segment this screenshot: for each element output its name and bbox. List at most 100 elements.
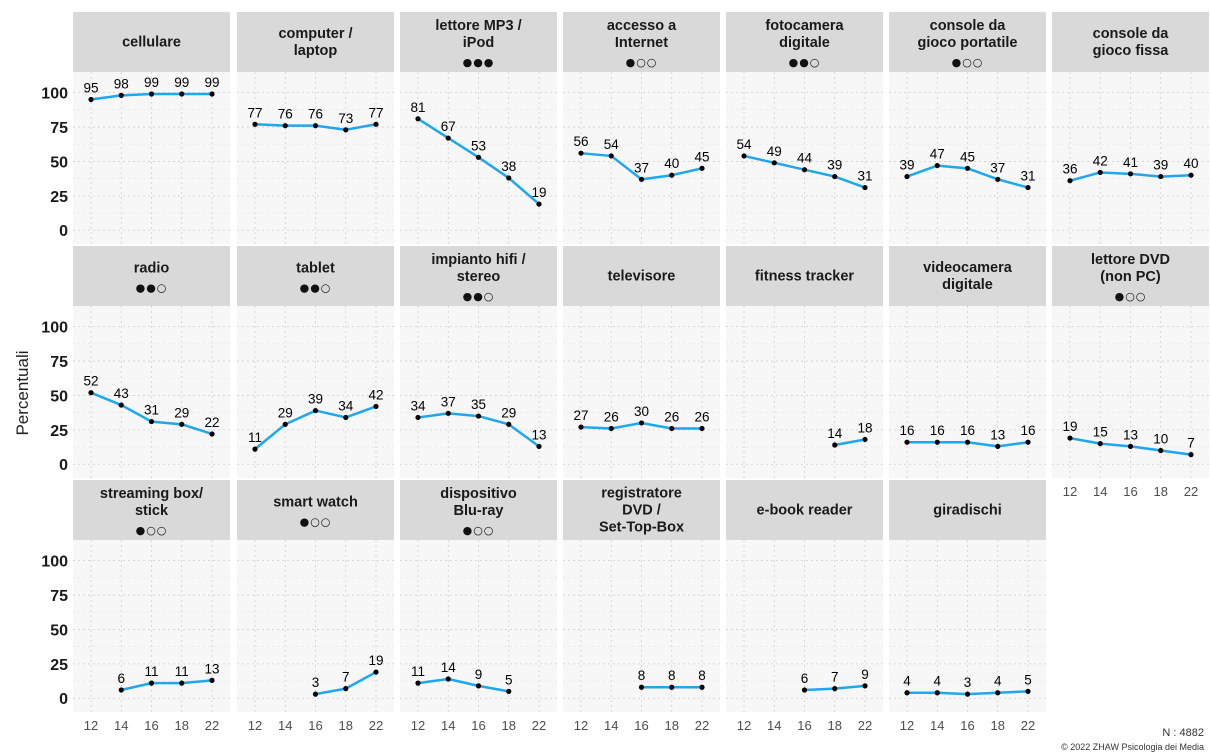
data-point <box>771 160 777 166</box>
y-axis-title: Percentuali <box>13 350 32 435</box>
data-point <box>995 690 1001 696</box>
x-tick-label: 14 <box>1093 484 1107 499</box>
data-label: 7 <box>1187 436 1195 451</box>
data-point <box>118 402 124 408</box>
data-label: 29 <box>278 405 293 420</box>
data-point <box>179 91 185 97</box>
x-tick-label: 22 <box>369 718 383 733</box>
data-label: 22 <box>204 415 219 430</box>
data-label: 54 <box>736 137 752 152</box>
data-label: 40 <box>1183 156 1198 171</box>
facet-title: streaming box/ <box>100 486 203 502</box>
data-point <box>148 418 155 425</box>
data-point <box>252 446 258 452</box>
data-point <box>1097 169 1103 176</box>
data-point <box>832 686 838 692</box>
data-label: 13 <box>990 427 1005 442</box>
y-tick-label: 50 <box>50 622 68 639</box>
facet-strip <box>726 12 883 72</box>
data-label: 30 <box>634 404 649 419</box>
x-tick-label: 16 <box>1123 484 1137 499</box>
data-point <box>904 690 910 696</box>
data-label: 9 <box>475 667 483 682</box>
data-label: 37 <box>634 160 649 175</box>
data-label: 7 <box>831 670 839 685</box>
data-point <box>608 153 614 159</box>
data-point <box>506 688 512 694</box>
x-tick-label: 22 <box>1184 484 1198 499</box>
data-point <box>995 443 1001 449</box>
data-label: 31 <box>1020 169 1035 184</box>
data-label: 38 <box>501 159 516 174</box>
data-label: 14 <box>827 426 843 441</box>
facet-strip <box>400 12 557 72</box>
data-label: 76 <box>308 107 323 122</box>
x-tick-label: 12 <box>900 718 914 733</box>
data-point <box>1127 443 1134 449</box>
data-label: 16 <box>930 423 945 438</box>
rating-dots: ●○○ <box>136 524 168 537</box>
facet-strip <box>889 246 1046 306</box>
data-point <box>118 687 124 693</box>
facet-title: giradischi <box>933 503 1002 519</box>
x-tick-label: 12 <box>574 718 588 733</box>
data-point <box>638 420 645 426</box>
data-label: 7 <box>342 670 350 685</box>
x-tick-label: 14 <box>930 718 944 733</box>
data-point <box>343 127 349 133</box>
y-tick-label: 75 <box>50 354 68 371</box>
data-label: 6 <box>801 671 809 686</box>
data-point <box>862 436 868 443</box>
data-label: 39 <box>899 158 914 173</box>
data-label: 29 <box>174 405 189 420</box>
data-label: 26 <box>664 409 679 424</box>
x-tick-label: 18 <box>339 718 353 733</box>
facet-strip <box>73 12 230 72</box>
data-point <box>934 162 940 169</box>
data-label: 34 <box>338 398 354 413</box>
data-label: 81 <box>410 100 425 115</box>
data-label: 19 <box>368 653 383 668</box>
x-tick-label: 16 <box>308 718 322 733</box>
y-tick-label: 25 <box>50 423 68 440</box>
data-point <box>373 121 379 127</box>
facet-title: videocamera <box>923 260 1013 276</box>
data-point <box>148 91 155 97</box>
y-tick-label: 0 <box>59 457 68 474</box>
data-label: 53 <box>471 138 486 153</box>
data-label: 77 <box>368 105 383 120</box>
data-point <box>904 173 910 180</box>
data-label: 11 <box>411 664 425 679</box>
data-label: 27 <box>573 408 588 423</box>
data-point <box>343 686 349 692</box>
facet-title: lettore MP3 / <box>435 18 521 34</box>
data-point <box>415 680 421 686</box>
data-label: 5 <box>505 672 513 687</box>
x-tick-label: 18 <box>828 718 842 733</box>
data-point <box>832 442 838 448</box>
data-label: 56 <box>573 134 588 149</box>
x-tick-label: 18 <box>175 718 189 733</box>
data-label: 8 <box>698 668 706 683</box>
data-label: 67 <box>441 119 456 134</box>
data-label: 31 <box>857 169 872 184</box>
data-label: 16 <box>960 423 975 438</box>
data-label: 4 <box>933 674 941 689</box>
facet-title: console da <box>930 18 1007 34</box>
data-point <box>801 167 808 173</box>
y-tick-label: 25 <box>50 189 68 206</box>
data-label: 9 <box>861 667 869 682</box>
data-label: 5 <box>1024 672 1032 687</box>
data-point <box>699 684 705 690</box>
data-label: 26 <box>694 409 709 424</box>
data-label: 8 <box>638 668 646 683</box>
data-point <box>741 153 747 159</box>
rating-dots: ●●○ <box>136 282 168 295</box>
data-point <box>209 91 215 97</box>
data-label: 45 <box>960 149 975 164</box>
data-label: 35 <box>471 397 486 412</box>
facet-strip <box>563 246 720 306</box>
data-label: 16 <box>899 423 914 438</box>
y-tick-label: 0 <box>59 691 68 708</box>
data-label: 99 <box>204 75 219 90</box>
